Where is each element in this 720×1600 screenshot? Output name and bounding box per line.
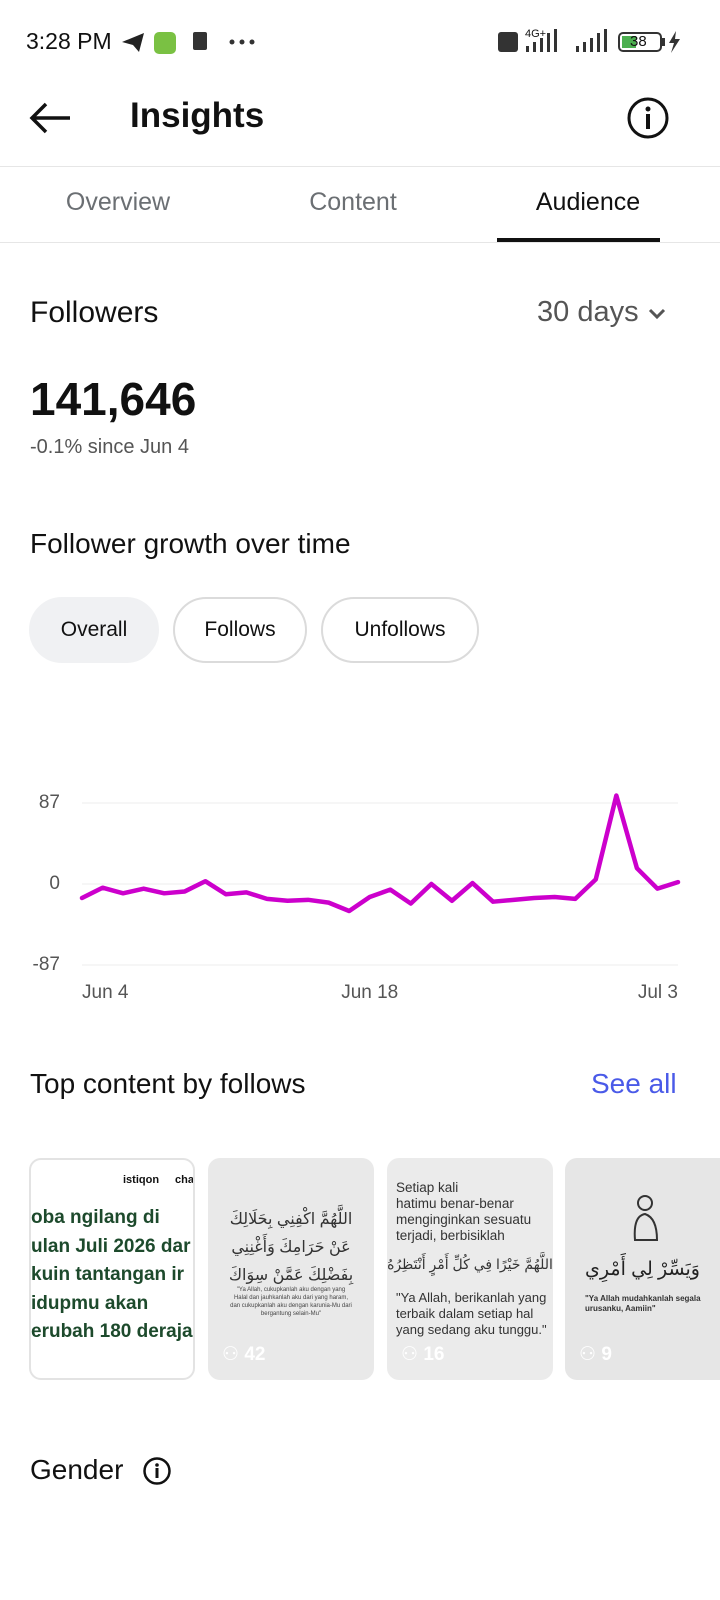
card-line: اللَّهُمَّ خَيْرًا فِي كُلِّ أَمْرٍ أَنْ… <box>387 1256 553 1272</box>
line-series <box>79 793 681 914</box>
card-arabic: اللَّهُمَّ اكْفِنِي بِحَلَالِكَ عَنْ حَر… <box>208 1206 374 1290</box>
x-tick-label: Jun 18 <box>341 982 398 1003</box>
growth-chart: 87 0 -87 Jun 4 Jun 18 Jul 3 <box>33 792 681 1003</box>
info-button[interactable] <box>626 96 670 140</box>
prayer-icon <box>633 1195 659 1241</box>
filter-chip[interactable]: Unfollows <box>321 597 479 663</box>
card-line: "Ya Allah, berikanlah yang terbaik dalam… <box>396 1290 547 1337</box>
card-line: erubah 180 deraja <box>31 1321 193 1342</box>
card-text: Setiap kali hatimu benar-benar mengingin… <box>396 1180 531 1244</box>
status-right-icons <box>498 29 680 53</box>
filter-chip[interactable]: Follows <box>173 597 307 663</box>
y-tick-label: 0 <box>49 873 60 894</box>
x-tick-label: Jun 4 <box>82 982 129 1003</box>
growth-title: Follower growth over time <box>30 528 351 559</box>
follows-count: 16 <box>423 1344 445 1365</box>
see-all-link[interactable]: See all <box>591 1068 677 1099</box>
card-brand: chaj <box>175 1174 195 1186</box>
follows-count: 9 <box>601 1344 612 1365</box>
x-tick-label: Jul 3 <box>638 982 678 1003</box>
divider <box>0 166 720 167</box>
card-line: idupmu akan <box>31 1292 149 1314</box>
status-network: 4G+ <box>525 28 547 40</box>
card-follows: ⚇ 9 <box>579 1344 612 1365</box>
follower-count: 141,646 <box>30 373 197 425</box>
tab[interactable]: Content <box>309 188 397 216</box>
card-line: kuin tantangan ir <box>31 1264 185 1285</box>
card-line: عَنْ حَرَامِكَ وَأَغْنِنِي <box>231 1239 351 1256</box>
back-button[interactable] <box>28 100 74 136</box>
content-card[interactable]: istiqon chaj oba ngilang di ulan Juli 20… <box>29 1158 195 1380</box>
status-time: 3:28 PM <box>26 28 112 54</box>
gender-title: Gender <box>30 1454 124 1485</box>
period-label: 30 days <box>537 296 639 328</box>
status-battery: 38 <box>630 33 647 50</box>
card-line: menginginkan sesuatu <box>396 1212 532 1227</box>
tab-indicator <box>497 238 660 242</box>
content-card[interactable]: وَيَسِّرْ لِي أَمْرِي "Ya Allah mudahkan… <box>565 1158 720 1380</box>
card-text: oba ngilang di ulan Juli 2026 dar kuin t… <box>31 1204 193 1347</box>
card-line: terjadi, berbisiklah <box>396 1228 505 1243</box>
follower-change: -0.1% since Jun 4 <box>30 436 189 458</box>
card-line: اللَّهُمَّ اكْفِنِي بِحَلَالِكَ <box>229 1211 353 1228</box>
status-icons <box>122 32 255 54</box>
chevron <box>648 308 665 320</box>
card-line: Setiap kali <box>396 1180 459 1195</box>
header-title: Insights <box>130 96 265 135</box>
filter-chip[interactable]: Overall <box>29 597 159 663</box>
content-card[interactable]: Setiap kali hatimu benar-benar mengingin… <box>387 1158 553 1380</box>
y-tick-label: -87 <box>33 954 60 975</box>
followers-title: Followers <box>30 296 159 329</box>
card-line: بِفَضْلِكَ عَمَّنْ سِوَاكَ <box>228 1267 354 1284</box>
card-line: oba ngilang di <box>31 1207 160 1228</box>
top-content-title: Top content by follows <box>30 1068 306 1099</box>
divider <box>0 242 720 243</box>
tab[interactable]: Overview <box>65 188 171 216</box>
card-brand: istiqon <box>123 1174 160 1186</box>
follows-count: 42 <box>244 1344 266 1365</box>
card-line: وَيَسِّرْ لِي أَمْرِي <box>585 1259 700 1280</box>
card-line: "Ya Allah mudahkanlah segala urusanku, A… <box>585 1294 701 1313</box>
tab[interactable]: Audience <box>535 188 641 216</box>
card-follows: ⚇ 42 <box>222 1344 266 1365</box>
card-follows: ⚇ 16 <box>401 1344 445 1365</box>
period-select[interactable]: 30 days <box>537 296 667 329</box>
card-line: hatimu benar-benar <box>396 1196 514 1211</box>
info-icon[interactable] <box>142 1456 172 1486</box>
card-line: "Ya Allah, cukupkanlah aku dengan yang H… <box>230 1287 352 1317</box>
content-card[interactable]: اللَّهُمَّ اكْفِنِي بِحَلَالِكَ عَنْ حَر… <box>208 1158 374 1380</box>
card-line: ulan Juli 2026 dar <box>31 1235 191 1257</box>
y-tick-label: 87 <box>39 792 60 813</box>
